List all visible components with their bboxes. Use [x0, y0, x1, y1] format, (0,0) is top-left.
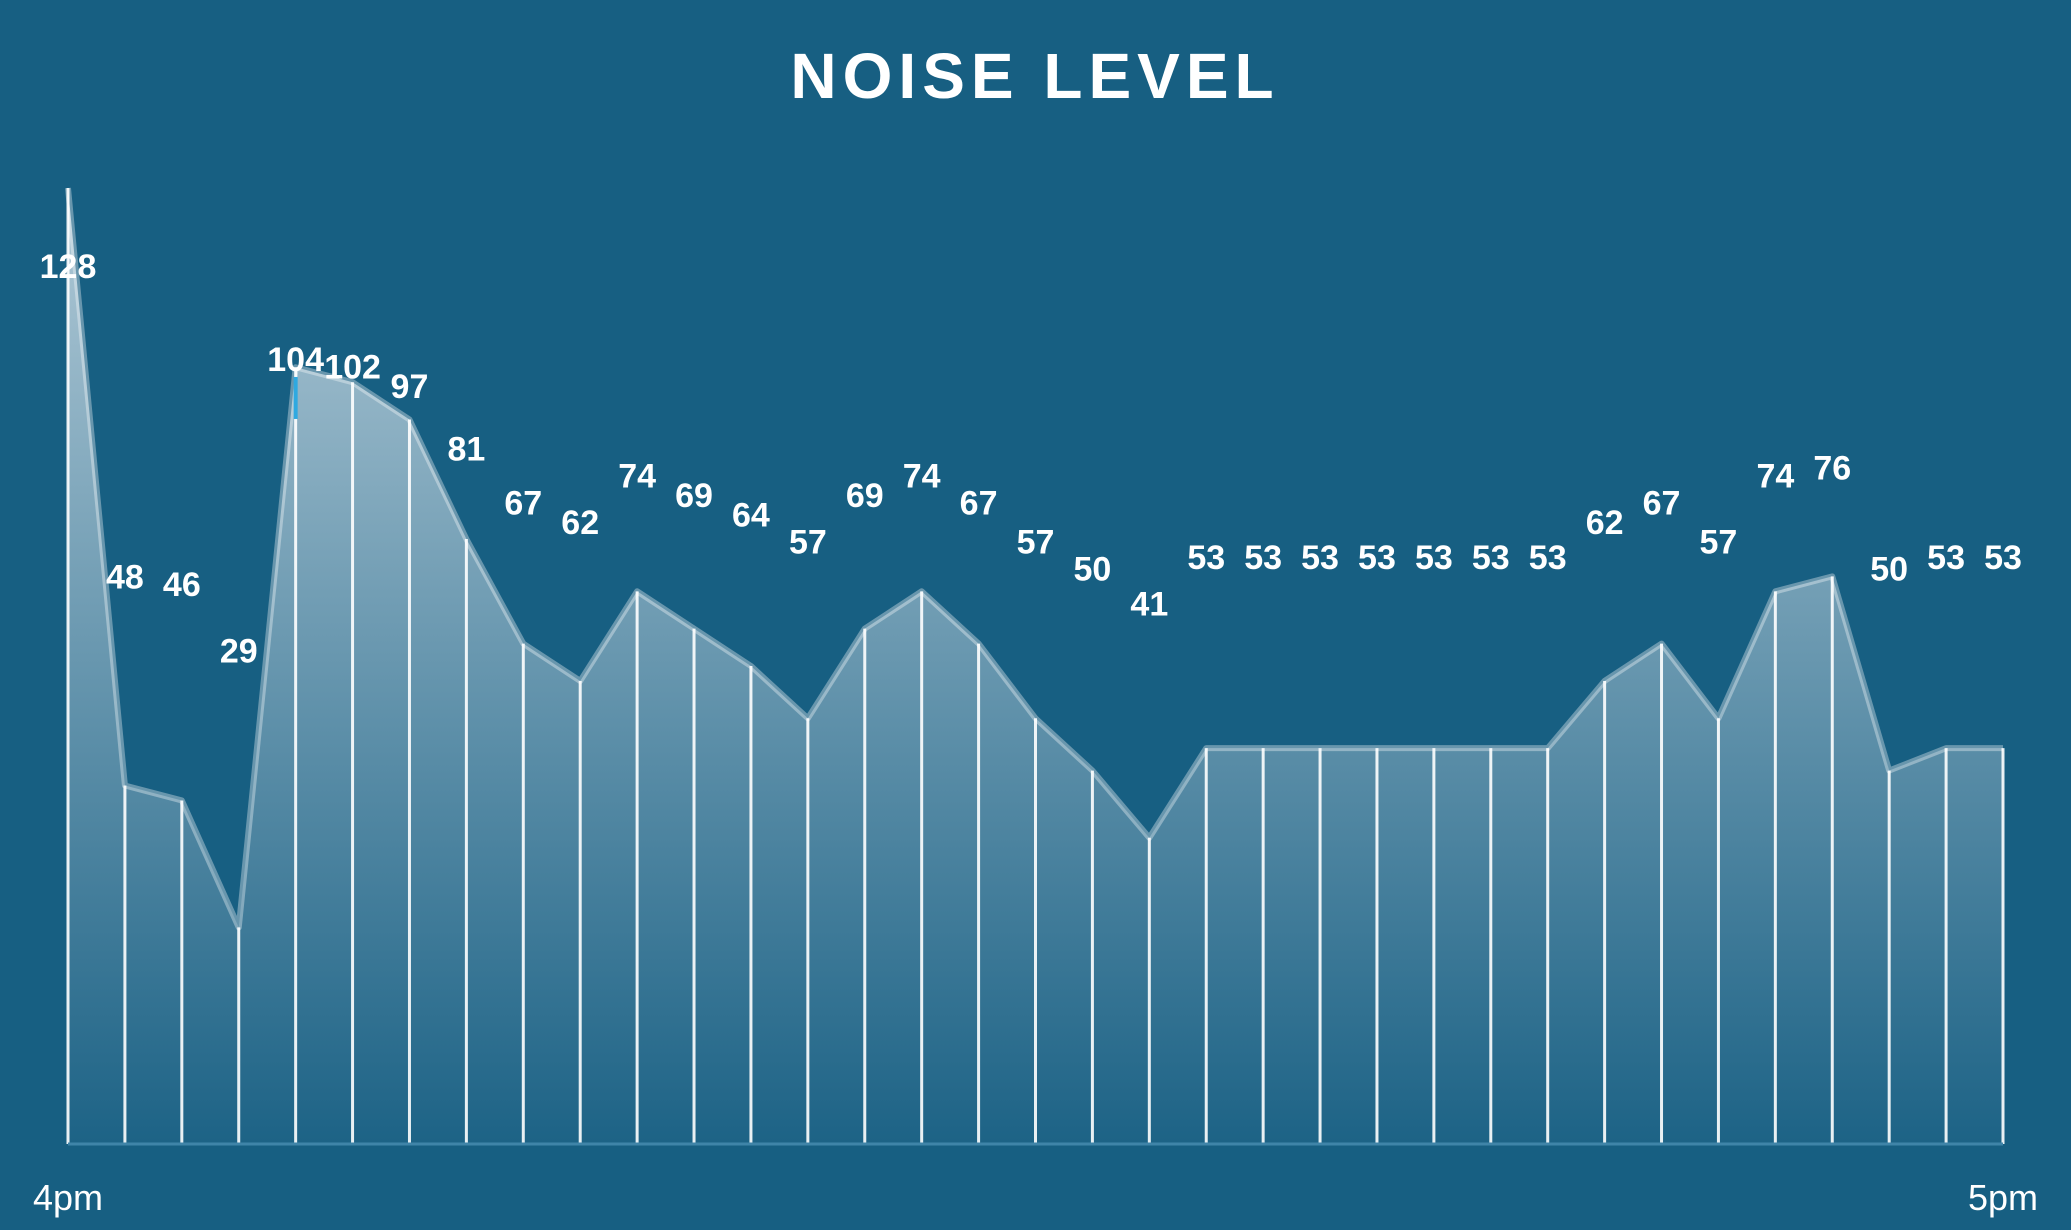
- noise-area: [68, 188, 2003, 1144]
- value-label: 53: [1244, 539, 1282, 577]
- value-label: 69: [675, 477, 713, 515]
- value-label: 57: [1700, 524, 1738, 562]
- value-label: 104: [267, 341, 324, 379]
- value-label: 53: [1927, 539, 1965, 577]
- x-tick-label: 5pm: [1968, 1177, 2038, 1218]
- value-label: 57: [789, 524, 827, 562]
- value-label: 53: [1415, 539, 1453, 577]
- value-label: 62: [561, 504, 599, 542]
- value-label: 81: [447, 430, 485, 468]
- value-label: 67: [960, 485, 998, 523]
- value-label: 29: [220, 632, 258, 670]
- x-tick-label: 4pm: [33, 1177, 103, 1218]
- value-label: 74: [1756, 457, 1794, 495]
- value-label: 50: [1870, 551, 1908, 589]
- x-axis: 4pm 5pm: [33, 1177, 2038, 1218]
- value-label: 53: [1358, 539, 1396, 577]
- value-label: 46: [163, 566, 201, 604]
- value-label: 128: [40, 248, 97, 286]
- value-labels: 128 48 46 29 104 102 97 81 67 62 74 69 64 57 69 74 67 57 5…: [40, 248, 2022, 670]
- value-label: 67: [1643, 485, 1681, 523]
- value-label: 102: [324, 349, 381, 387]
- area-layer: [65, 187, 2003, 1144]
- value-label: 50: [1073, 551, 1111, 589]
- data-lines: [66, 188, 2005, 1144]
- value-label: 53: [1529, 539, 1567, 577]
- value-label: 69: [846, 477, 884, 515]
- value-label: 41: [1130, 586, 1168, 624]
- value-label: 53: [1301, 539, 1339, 577]
- value-label: 53: [1472, 539, 1510, 577]
- value-label: 64: [732, 496, 770, 534]
- value-label: 74: [903, 457, 941, 495]
- value-label: 74: [618, 457, 656, 495]
- value-label: 53: [1187, 539, 1225, 577]
- value-label: 97: [391, 368, 429, 406]
- value-label: 53: [1984, 539, 2022, 577]
- value-label: 76: [1813, 450, 1851, 488]
- chart-title: NOISE LEVEL: [790, 40, 1279, 112]
- value-label: 57: [1017, 524, 1055, 562]
- value-label: 48: [106, 558, 144, 596]
- value-label: 67: [504, 485, 542, 523]
- noise-outline: [65, 187, 2003, 931]
- value-label: 62: [1586, 504, 1624, 542]
